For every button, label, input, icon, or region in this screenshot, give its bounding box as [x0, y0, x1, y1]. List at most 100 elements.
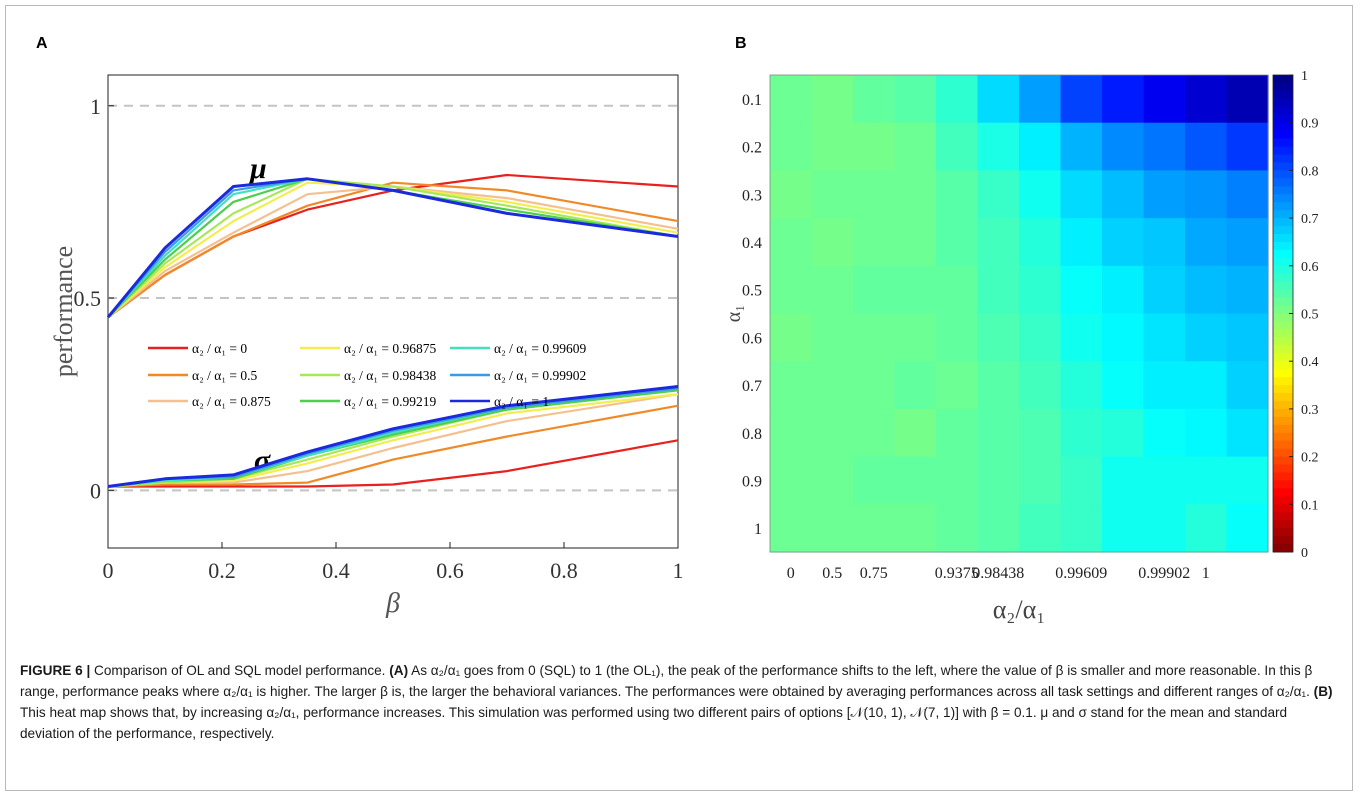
- colorbar-segment: [1273, 369, 1293, 378]
- heatmap-cell: [1019, 170, 1062, 219]
- heatmap-cell: [1226, 313, 1269, 362]
- heatmap-cell: [1019, 361, 1062, 410]
- colorbar-tick-label: 0.1: [1301, 498, 1319, 513]
- caption-a-tag: (A): [389, 663, 409, 678]
- x-tick-label: 0: [103, 558, 114, 583]
- heatmap-cell: [811, 265, 854, 315]
- heatmap-cell: [936, 361, 979, 410]
- colorbar-segment: [1273, 416, 1293, 426]
- heatmap-cell: [1102, 218, 1145, 267]
- heatmap-cell: [977, 456, 1020, 505]
- colorbar-segment: [1273, 440, 1293, 450]
- heatmap-cell: [1143, 75, 1186, 124]
- heatmap-x-tick-label: 1: [1202, 565, 1210, 582]
- heatmap-cell: [770, 456, 813, 505]
- heatmap-cell: [1226, 122, 1269, 171]
- heatmap-cell: [1019, 456, 1062, 505]
- heatmap-cell: [1102, 122, 1145, 171]
- colorbar-segment: [1273, 98, 1293, 108]
- colorbar-segment: [1273, 432, 1293, 442]
- heatmap-cell: [1060, 265, 1103, 315]
- colorbar-segment: [1273, 496, 1293, 505]
- heatmap-cell: [1019, 218, 1062, 267]
- x-tick-label: 1: [673, 558, 684, 583]
- heatmap-cell: [1226, 75, 1269, 124]
- caption-part2: As α₂/α₁ goes from 0 (SQL) to 1 (the OL₁…: [20, 663, 1314, 699]
- heatmap-y-tick-label: 0.5: [742, 283, 762, 300]
- colorbar-segment: [1273, 393, 1293, 402]
- legend-label: α₂ / α₁ = 0.96875: [344, 341, 437, 356]
- heatmap-cell: [1019, 408, 1062, 458]
- heatmap-cell: [1102, 170, 1145, 219]
- heatmap-cell: [977, 504, 1020, 553]
- colorbar-segment: [1273, 265, 1293, 275]
- colorbar-segment: [1273, 138, 1293, 148]
- colorbar-segment: [1273, 186, 1293, 195]
- heatmap-cell: [1226, 265, 1269, 315]
- series-sigma-line: [107, 385, 679, 488]
- legend-label: α₂ / α₁ = 0.875: [192, 394, 271, 409]
- heatmap-cell: [1060, 504, 1103, 553]
- heatmap-cell: [1185, 408, 1228, 458]
- heatmap-x-tick-label: 0.9375: [935, 565, 979, 582]
- heatmap-y-axis-label: α₁: [723, 305, 745, 322]
- heatmap-y-tick-label: 0.4: [742, 235, 762, 252]
- heatmap-cell: [1143, 456, 1186, 505]
- colorbar-segment: [1273, 337, 1293, 346]
- heatmap-cell: [1019, 313, 1062, 362]
- heatmap-y-tick-label: 0.8: [742, 426, 762, 443]
- colorbar-segment: [1273, 249, 1293, 259]
- colorbar-segment: [1273, 281, 1293, 291]
- colorbar-tick-label: 0.8: [1301, 164, 1319, 179]
- heatmap-cell: [1226, 170, 1269, 219]
- heatmap-cell: [1226, 361, 1269, 410]
- colorbar-segment: [1273, 536, 1293, 545]
- heatmap-cell: [1185, 75, 1228, 124]
- heatmap-cell: [1185, 122, 1228, 171]
- heatmap-cell: [1185, 265, 1228, 315]
- legend-label: α₂ / α₁ = 1: [494, 394, 549, 409]
- heatmap-x-tick-label: 0.75: [860, 565, 888, 582]
- heatmap-cell: [894, 456, 937, 505]
- heatmap-cell: [936, 456, 979, 505]
- heatmap-cell: [1143, 361, 1186, 410]
- heatmap-cell: [1102, 265, 1145, 315]
- heatmap-cell: [1102, 361, 1145, 410]
- colorbar-segment: [1273, 241, 1293, 251]
- x-tick-label: 0.8: [550, 558, 578, 583]
- heatmap-cell: [1143, 408, 1186, 458]
- series-sigma-line: [107, 404, 679, 488]
- heatmap-cell: [936, 218, 979, 267]
- heatmap-cell: [977, 75, 1020, 124]
- heatmap-cell: [977, 361, 1020, 410]
- heatmap-cell: [1060, 75, 1103, 124]
- heatmap-cell: [811, 408, 854, 458]
- colorbar-segment: [1273, 544, 1293, 553]
- colorbar-segment: [1273, 321, 1293, 330]
- heatmap-cell: [1143, 313, 1186, 362]
- colorbar-segment: [1273, 385, 1293, 394]
- heatmap-cell: [1060, 122, 1103, 171]
- colorbar-segment: [1273, 82, 1293, 92]
- colorbar-segment: [1273, 194, 1293, 203]
- colorbar-segment: [1273, 75, 1293, 84]
- heatmap-x-tick-label: 0.98438: [972, 565, 1024, 582]
- heatmap-cell: [936, 265, 979, 315]
- y-tick-label: 0: [90, 478, 101, 503]
- heatmap-cell: [1019, 265, 1062, 315]
- colorbar-segment: [1273, 329, 1293, 338]
- heatmap-cell: [1102, 313, 1145, 362]
- heatmap-cell: [770, 265, 813, 315]
- colorbar-segment: [1273, 90, 1293, 100]
- panel-a-label: A: [36, 35, 48, 52]
- caption-figure-label: FIGURE 6 |: [20, 663, 91, 678]
- heatmap-cell: [894, 218, 937, 267]
- caption-b-tag: (B): [1313, 684, 1333, 699]
- heatmap-cell: [936, 408, 979, 458]
- heatmap-cell: [853, 218, 896, 267]
- colorbar-segment: [1273, 178, 1293, 187]
- heatmap-cell: [977, 122, 1020, 171]
- heatmap-cell: [1185, 456, 1228, 505]
- heatmap-cell: [811, 170, 854, 219]
- heatmap-cell: [894, 408, 937, 458]
